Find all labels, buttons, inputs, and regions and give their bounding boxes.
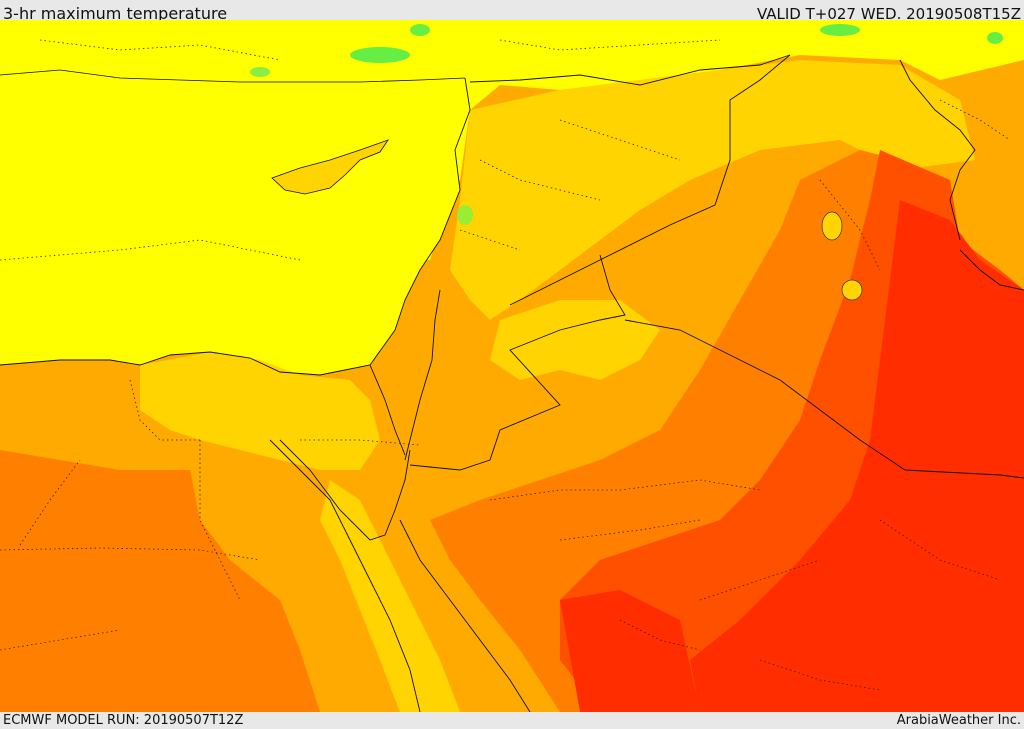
- admin-line-5: [19, 459, 81, 546]
- admin-line-19: [619, 619, 701, 651]
- border-syria-turkey: [469, 54, 791, 86]
- valid-time: VALID T+027 WED. 20190508T15Z: [756, 5, 1021, 23]
- admin-line-6: [300, 439, 421, 446]
- lake-tharthar: [821, 211, 843, 241]
- red-sea-zone: [320, 480, 460, 712]
- admin-line-17: [459, 229, 521, 251]
- red-zone: [690, 200, 1024, 712]
- coastline-red-sea-west: [269, 439, 421, 712]
- green-patch-1: [350, 47, 410, 63]
- temperature-map[interactable]: [0, 20, 1024, 712]
- green-patch-4: [820, 24, 860, 36]
- light-orange-zone: [450, 60, 975, 320]
- admin-line-2: [0, 547, 261, 561]
- egypt-coast-zone: [140, 352, 380, 470]
- footer-bar: [0, 712, 1024, 729]
- admin-line-18: [939, 99, 1011, 141]
- admin-line-1: [0, 239, 301, 261]
- mediterranean-sea: [0, 70, 470, 375]
- admin-line-16: [499, 39, 721, 51]
- cyprus-island: [271, 139, 390, 195]
- coastline-turkey: [0, 69, 466, 83]
- admin-line-14: [819, 179, 881, 271]
- header-bar: [0, 0, 1024, 20]
- border-iraq-iran: [899, 59, 976, 241]
- coastline-levant: [0, 77, 471, 376]
- dark-orange-zone-west: [0, 450, 320, 712]
- coastline-persian-gulf: [959, 249, 1024, 291]
- admin-line-3: [129, 379, 200, 441]
- green-patch-3: [250, 67, 270, 77]
- model-run-label: ECMWF MODEL RUN: 20190507T12Z: [3, 713, 244, 728]
- coastline-gulf-suez: [279, 439, 411, 541]
- border-israel-jordan: [404, 289, 441, 461]
- credit-label: ArabiaWeather Inc.: [896, 713, 1021, 728]
- border-jordan-saudi: [409, 254, 626, 471]
- admin-line-9: [699, 559, 821, 601]
- admin-line-10: [879, 519, 1001, 581]
- admin-line-11: [759, 659, 881, 691]
- border-iraq-saudi: [624, 319, 1024, 479]
- border-syria-iraq: [509, 54, 791, 306]
- green-patch-6: [457, 205, 473, 225]
- light-orange-zone-2: [490, 300, 660, 380]
- coastline-red-sea-east: [399, 519, 531, 712]
- red-zone-south: [560, 590, 700, 712]
- green-patch-2: [410, 24, 430, 36]
- border-egypt-israel: [369, 364, 406, 456]
- admin-line-7: [489, 479, 761, 501]
- lake-razazah: [841, 279, 863, 301]
- green-patch-5: [987, 32, 1003, 44]
- admin-line-12: [559, 119, 681, 161]
- map-title: 3-hr maximum temperature: [3, 4, 228, 23]
